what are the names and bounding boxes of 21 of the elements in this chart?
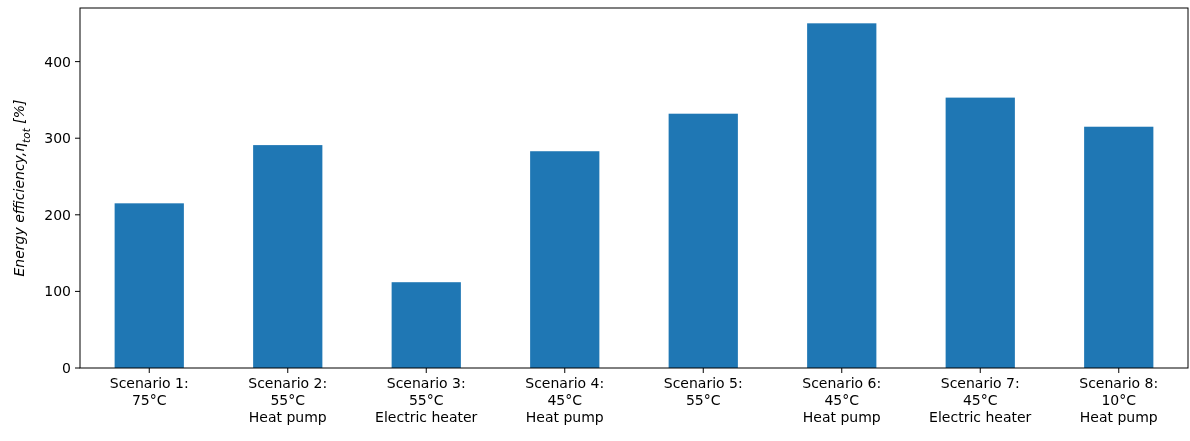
bar xyxy=(668,113,738,368)
x-tick-label: Scenario 4: 45°C Heat pump xyxy=(525,375,605,425)
bar xyxy=(1084,126,1154,368)
bar xyxy=(945,97,1015,368)
y-tick-label: 100 xyxy=(44,283,71,300)
x-tick-label: Scenario 5: 55°C xyxy=(663,375,743,408)
x-tick-label: Scenario 7: 45°C Electric heater xyxy=(929,375,1032,425)
y-tick-label: 200 xyxy=(44,206,71,223)
bar xyxy=(391,282,461,368)
y-tick-label: 0 xyxy=(62,359,71,376)
bar xyxy=(253,145,323,368)
y-tick-label: 300 xyxy=(44,130,71,147)
bar xyxy=(807,23,877,368)
bar xyxy=(530,151,600,368)
y-tick-label: 400 xyxy=(44,53,71,70)
bar xyxy=(114,203,184,368)
x-tick-label: Scenario 1: 75°C xyxy=(109,375,189,408)
x-tick-label: Scenario 6: 45°C Heat pump xyxy=(802,375,882,425)
x-tick-label: Scenario 8: 10°C Heat pump xyxy=(1079,375,1159,425)
x-tick-label: Scenario 2: 55°C Heat pump xyxy=(248,375,328,425)
x-tick-label: Scenario 3: 55°C Electric heater xyxy=(375,375,478,425)
